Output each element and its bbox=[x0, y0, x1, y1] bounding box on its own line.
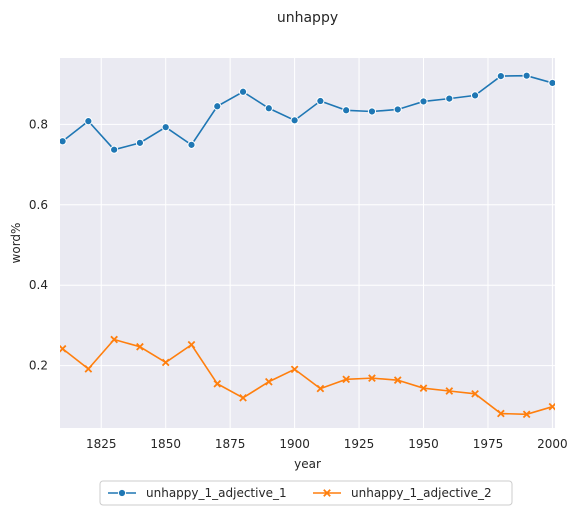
legend-box bbox=[99, 480, 513, 506]
x-tick-label: 1850 bbox=[150, 437, 181, 451]
y-tick-label: 0.6 bbox=[29, 198, 48, 212]
legend-entry: unhappy_1_adjective_2 bbox=[313, 486, 492, 500]
data-point bbox=[187, 340, 196, 349]
legend: unhappy_1_adjective_1 unhappy_1_adjective… bbox=[99, 480, 513, 506]
data-point bbox=[316, 384, 325, 393]
data-point bbox=[187, 140, 196, 149]
data-point bbox=[213, 102, 222, 111]
series-layer bbox=[60, 71, 555, 419]
x-tick-label: 1975 bbox=[473, 437, 504, 451]
y-axis-label: word% bbox=[9, 223, 23, 264]
series-2 bbox=[60, 335, 555, 419]
data-point bbox=[393, 105, 402, 114]
series-1 bbox=[60, 71, 555, 154]
x-tick-label: 1900 bbox=[279, 437, 310, 451]
x-tick-label: 2000 bbox=[537, 437, 568, 451]
x-tick-label: 1950 bbox=[408, 437, 439, 451]
data-point bbox=[290, 116, 299, 125]
data-point bbox=[290, 365, 299, 374]
x-tick-label: 1925 bbox=[344, 437, 375, 451]
grid bbox=[60, 58, 555, 428]
data-point bbox=[161, 358, 170, 367]
data-point bbox=[264, 104, 273, 113]
data-point bbox=[110, 145, 119, 154]
data-point bbox=[238, 87, 248, 96]
y-tick-label: 0.4 bbox=[29, 278, 48, 292]
chart-title: unhappy bbox=[277, 10, 338, 26]
data-point bbox=[84, 365, 93, 373]
series-line bbox=[62, 74, 553, 151]
plot-area bbox=[60, 58, 555, 428]
data-point bbox=[135, 138, 145, 147]
data-point bbox=[342, 375, 351, 384]
data-point bbox=[316, 96, 325, 106]
legend-label: unhappy_1_adjective_2 bbox=[351, 486, 492, 500]
data-point bbox=[393, 376, 402, 384]
data-point bbox=[419, 384, 428, 393]
legend-entry: unhappy_1_adjective_1 bbox=[108, 486, 287, 500]
y-tick-label: 0.2 bbox=[29, 359, 48, 373]
data-point bbox=[522, 71, 531, 80]
data-point bbox=[60, 344, 67, 353]
data-point bbox=[548, 78, 555, 88]
data-point bbox=[213, 379, 222, 388]
x-axis-label: year bbox=[294, 457, 321, 471]
data-point bbox=[419, 97, 428, 106]
data-point bbox=[497, 409, 505, 418]
data-point bbox=[110, 335, 118, 344]
legend-label: unhappy_1_adjective_1 bbox=[146, 486, 287, 500]
data-point bbox=[161, 123, 170, 132]
series-line bbox=[62, 338, 553, 416]
data-point bbox=[60, 137, 67, 146]
data-point bbox=[239, 394, 247, 402]
data-point bbox=[342, 106, 351, 115]
legend-marker bbox=[117, 488, 127, 498]
x-tick-label: 1825 bbox=[86, 437, 117, 451]
ticks: 1825 1850 1875 1900 1925 1950 1975 2000 0.2 0.4 0.… bbox=[29, 117, 568, 451]
x-tick-label: 1875 bbox=[215, 437, 246, 451]
data-point bbox=[84, 117, 93, 126]
data-point bbox=[368, 374, 376, 382]
data-point bbox=[496, 71, 505, 81]
data-point bbox=[136, 342, 144, 351]
data-point bbox=[264, 377, 273, 386]
data-point bbox=[471, 389, 479, 398]
data-point bbox=[548, 402, 555, 411]
y-tick-label: 0.8 bbox=[29, 117, 48, 131]
data-point bbox=[522, 410, 531, 419]
data-point bbox=[470, 91, 480, 100]
data-point bbox=[445, 94, 454, 103]
legend-marker bbox=[323, 489, 331, 497]
data-point bbox=[367, 107, 377, 116]
data-point bbox=[445, 387, 454, 395]
